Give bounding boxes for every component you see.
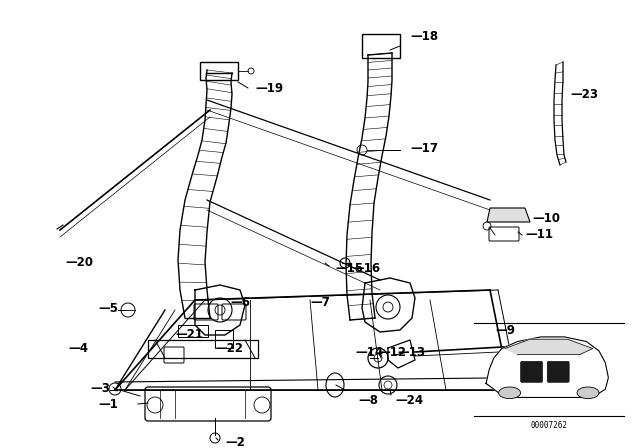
Text: —15: —15 (335, 262, 363, 275)
Text: —3: —3 (90, 382, 110, 395)
Text: —7: —7 (310, 296, 330, 309)
Text: —6: —6 (230, 296, 250, 309)
FancyBboxPatch shape (520, 362, 543, 382)
Text: —24: —24 (395, 393, 423, 406)
Text: —1: —1 (98, 399, 118, 412)
Text: —19: —19 (255, 82, 283, 95)
Text: —11: —11 (525, 228, 553, 241)
Text: —18: —18 (410, 30, 438, 43)
Text: —16: —16 (352, 262, 380, 275)
Polygon shape (505, 339, 593, 354)
Text: —13: —13 (397, 345, 425, 358)
FancyBboxPatch shape (547, 362, 569, 382)
Text: —2: —2 (225, 435, 245, 448)
Text: 00007262: 00007262 (531, 421, 567, 430)
Text: —23: —23 (570, 89, 598, 102)
Ellipse shape (499, 387, 520, 399)
Text: —21: —21 (175, 328, 203, 341)
Text: —8: —8 (358, 393, 378, 406)
Text: —4: —4 (68, 341, 88, 354)
Text: —14: —14 (355, 345, 383, 358)
Text: —12: —12 (378, 345, 406, 358)
Polygon shape (486, 337, 609, 397)
Text: —17: —17 (410, 142, 438, 155)
Text: —22: —22 (215, 341, 243, 354)
Text: —9: —9 (495, 323, 515, 336)
Polygon shape (487, 208, 530, 222)
Text: —10: —10 (532, 211, 560, 224)
Text: —20: —20 (65, 255, 93, 268)
Text: —5: —5 (98, 302, 118, 314)
Ellipse shape (577, 387, 599, 399)
